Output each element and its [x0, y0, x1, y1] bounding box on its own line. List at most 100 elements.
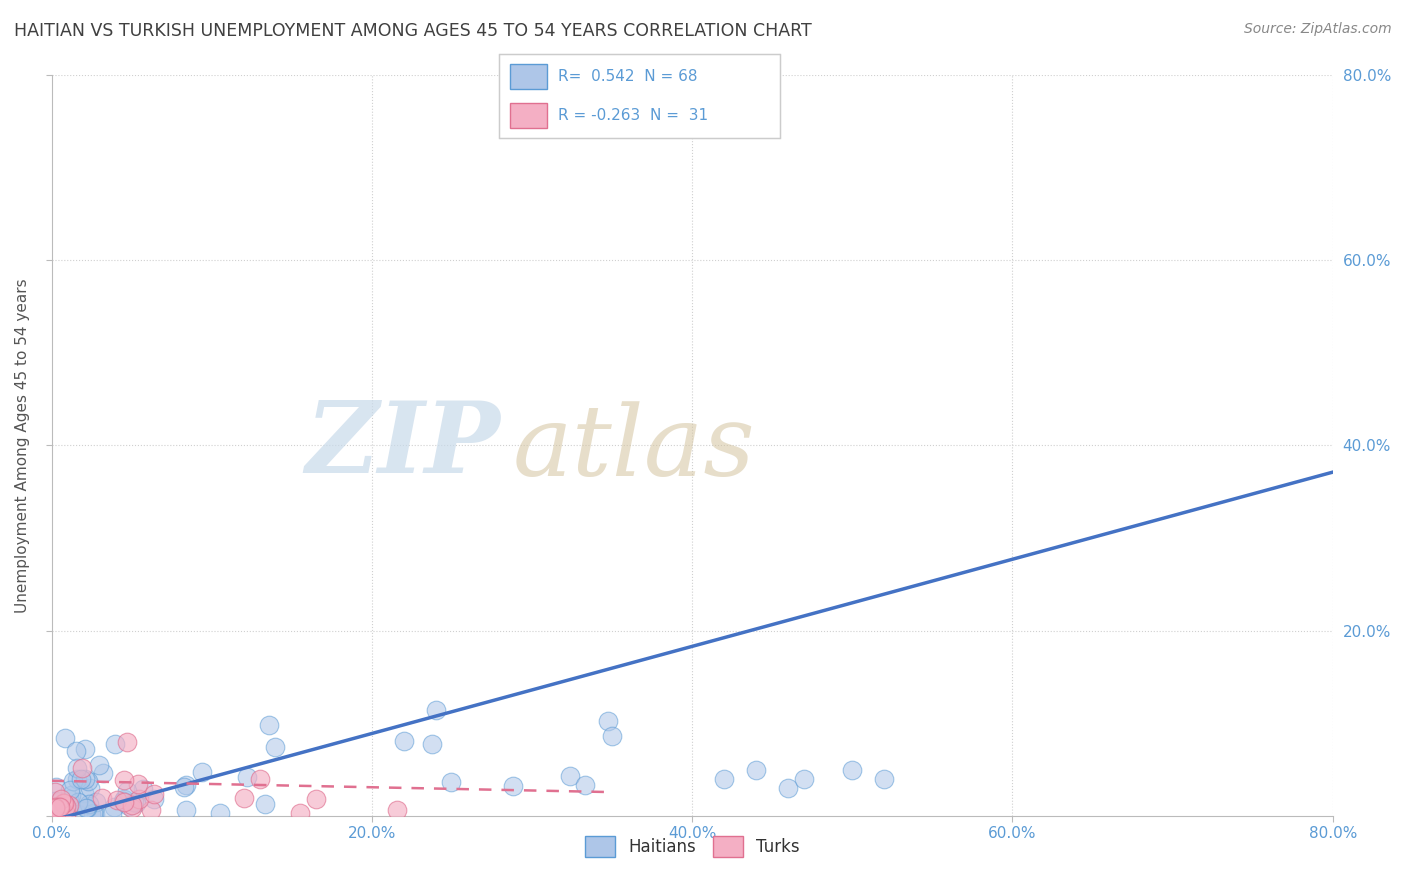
Point: [392, 734, 415, 748]
Point: [53, 797, 76, 811]
Text: atlas: atlas: [513, 401, 755, 497]
Point: [100, 807, 122, 822]
Point: [128, 792, 150, 806]
Point: [560, 769, 582, 783]
Point: [49, 800, 72, 814]
Point: [83, 807, 105, 822]
Point: [112, 792, 135, 806]
Point: [65, 744, 87, 758]
Point: [174, 778, 197, 792]
Point: [48, 801, 70, 815]
Point: [190, 765, 212, 780]
Point: [778, 781, 800, 796]
Point: [53, 731, 76, 746]
Point: [305, 791, 328, 805]
Point: [75, 801, 97, 815]
Point: [125, 796, 148, 810]
FancyBboxPatch shape: [510, 63, 547, 89]
Point: [84, 795, 107, 809]
Point: [257, 718, 280, 732]
Point: [121, 798, 143, 813]
Point: [59, 783, 82, 797]
Point: [79, 797, 101, 811]
Point: [117, 784, 139, 798]
Point: [174, 803, 197, 817]
Point: [49, 792, 72, 806]
Point: [44, 800, 66, 814]
Point: [77, 774, 100, 789]
Point: [52, 796, 75, 810]
Text: Source: ZipAtlas.com: Source: ZipAtlas.com: [1244, 22, 1392, 37]
Point: [112, 772, 135, 787]
Point: [132, 782, 155, 797]
Point: [91, 790, 114, 805]
Point: [44, 800, 66, 814]
Point: [502, 779, 524, 793]
Point: [44, 801, 66, 815]
Point: [62, 774, 84, 789]
Text: R=  0.542  N = 68: R= 0.542 N = 68: [558, 69, 697, 84]
Point: [66, 761, 89, 775]
Point: [70, 772, 93, 786]
Point: [66, 772, 89, 786]
Point: [58, 791, 80, 805]
Point: [111, 794, 134, 808]
Point: [114, 795, 136, 809]
Point: [73, 786, 96, 800]
Point: [58, 798, 80, 813]
Point: [52, 796, 75, 810]
Point: [45, 797, 67, 811]
Legend: Haitians, Turks: Haitians, Turks: [578, 830, 806, 863]
Point: [75, 741, 97, 756]
Point: [70, 761, 93, 775]
Text: R = -0.263  N =  31: R = -0.263 N = 31: [558, 108, 709, 123]
Point: [288, 806, 311, 821]
Point: [44, 785, 66, 799]
Point: [89, 758, 111, 772]
Point: [713, 772, 735, 786]
Point: [173, 780, 195, 794]
Point: [107, 793, 129, 807]
Point: [66, 795, 89, 809]
Point: [91, 766, 114, 780]
Point: [793, 772, 815, 786]
Point: [44, 794, 66, 808]
Point: [118, 799, 141, 814]
Point: [425, 703, 447, 717]
Point: [45, 806, 67, 821]
FancyBboxPatch shape: [510, 103, 547, 128]
Point: [48, 800, 70, 814]
Point: [385, 803, 408, 817]
Point: [79, 781, 101, 796]
Point: [121, 801, 143, 815]
Point: [233, 790, 256, 805]
Point: [263, 740, 285, 755]
Point: [55, 798, 77, 813]
Point: [249, 772, 271, 786]
Text: ZIP: ZIP: [305, 397, 501, 493]
Point: [873, 772, 896, 786]
Point: [598, 714, 620, 728]
Point: [122, 795, 145, 809]
Point: [141, 803, 163, 817]
Point: [52, 805, 75, 820]
Point: [127, 777, 149, 791]
Point: [55, 800, 77, 814]
Point: [79, 806, 101, 821]
Point: [59, 788, 82, 802]
Point: [45, 780, 67, 795]
Point: [236, 770, 259, 784]
Point: [254, 797, 277, 811]
Point: [142, 792, 165, 806]
Point: [104, 737, 127, 751]
Point: [600, 730, 623, 744]
Point: [75, 772, 97, 786]
Point: [53, 805, 76, 819]
Point: [48, 793, 70, 807]
Point: [841, 763, 863, 777]
Point: [420, 737, 443, 751]
Point: [574, 778, 596, 792]
Point: [142, 788, 165, 802]
Text: HAITIAN VS TURKISH UNEMPLOYMENT AMONG AGES 45 TO 54 YEARS CORRELATION CHART: HAITIAN VS TURKISH UNEMPLOYMENT AMONG AG…: [14, 22, 811, 40]
Point: [208, 805, 231, 820]
